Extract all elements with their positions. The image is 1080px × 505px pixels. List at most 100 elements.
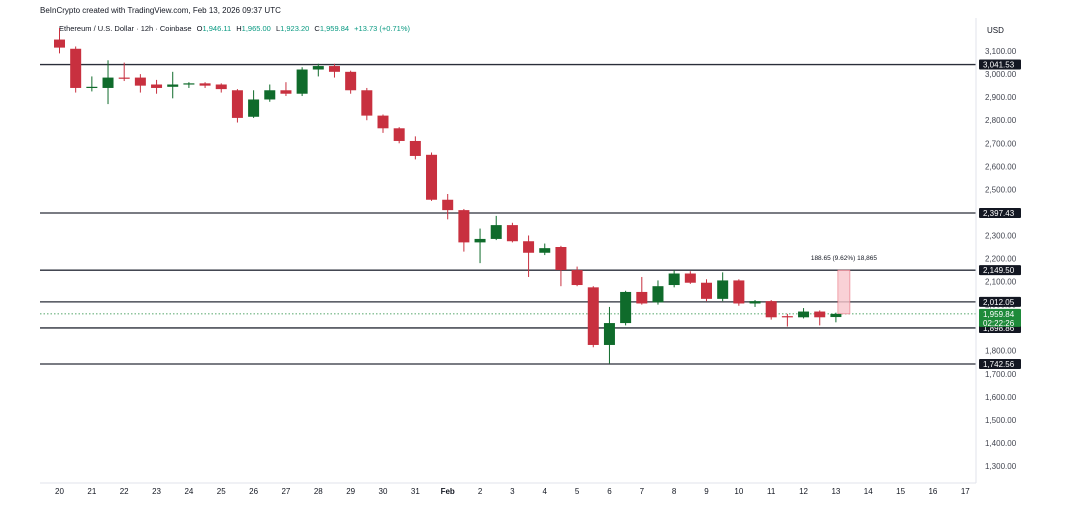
time-tick-label: 5	[575, 487, 580, 496]
last-price-tag-bg	[979, 308, 1021, 327]
time-tick-label: 3	[510, 487, 515, 496]
level-price-tag-text: 1,898.86	[983, 324, 1015, 333]
time-tick-label: 13	[831, 487, 840, 496]
candles	[54, 28, 842, 364]
candle-body-up	[620, 291, 632, 324]
time-tick-label: 17	[961, 487, 970, 496]
plot-area[interactable]: 188.65 (9.62%) 18,865	[40, 28, 976, 365]
candle-body-up	[652, 286, 664, 303]
candle-body-up	[749, 301, 761, 304]
time-tick-label: Feb	[441, 487, 455, 496]
time-tick-label: 2	[478, 487, 483, 496]
level-price-tag-text: 3,041.53	[983, 61, 1015, 70]
level-price-tag-bg	[979, 59, 1021, 70]
candle-body-down	[151, 84, 163, 88]
candle-body-down	[409, 140, 421, 156]
time-tick-label: 11	[767, 487, 776, 496]
candle-body-up	[248, 99, 260, 117]
price-tick-label: 1,800.00	[985, 347, 1017, 356]
level-price-tag-text: 2,397.43	[983, 209, 1015, 218]
time-tick-label: 16	[928, 487, 937, 496]
price-tick-label: 2,700.00	[985, 139, 1017, 148]
candle-body-down	[199, 83, 211, 86]
time-tick-label: 14	[864, 487, 873, 496]
price-tick-label: 2,100.00	[985, 278, 1017, 287]
candle-body-up	[296, 69, 308, 94]
candle-body-down	[280, 90, 292, 94]
legend-open-label: O	[197, 24, 203, 33]
legend-low-label: L	[276, 24, 280, 33]
candle-body-down	[70, 48, 82, 88]
candle-body-down	[684, 273, 696, 283]
legend-high-label: H	[236, 24, 241, 33]
price-tick-label: 2,900.00	[985, 93, 1017, 102]
legend-change: +13.73 (+0.71%)	[354, 24, 410, 33]
candle-body-down	[361, 90, 373, 116]
candle-body-up	[717, 280, 729, 299]
ohlc-legend: Ethereum / U.S. Dollar · 12h · Coinbase …	[59, 24, 411, 33]
time-tick-label: 23	[152, 487, 161, 496]
candle-body-down	[231, 90, 243, 118]
price-tick-label: 2,500.00	[985, 185, 1017, 194]
time-tick-label: 29	[346, 487, 355, 496]
price-tick-label: 1,400.00	[985, 439, 1017, 448]
candle-body-down	[701, 282, 712, 299]
candle-body-down	[328, 66, 340, 72]
level-price-tag-bg	[979, 265, 1021, 276]
time-tick-label: 22	[120, 487, 129, 496]
time-tick-label: 8	[672, 487, 677, 496]
candle-body-down	[523, 241, 535, 253]
level-price-tag-bg	[979, 358, 1021, 369]
legend-low-value: 1,923.20	[280, 24, 309, 33]
candle-body-down	[571, 270, 583, 286]
price-range-measure: 188.65 (9.62%) 18,865	[811, 255, 877, 315]
last-price-tag-text: 1,959.84	[983, 310, 1015, 319]
price-tick-label: 2,200.00	[985, 255, 1017, 264]
attribution-text: BeInCrypto created with TradingView.com,…	[40, 6, 281, 15]
price-tick-label: 1,700.00	[985, 370, 1017, 379]
candle-body-down	[636, 291, 648, 304]
candle-body-up	[167, 84, 179, 87]
candle-body-down	[426, 154, 438, 200]
candle-body-up	[264, 90, 276, 100]
price-tick-label: 1,300.00	[985, 462, 1017, 471]
legend-close-label: C	[314, 24, 320, 33]
level-price-tag-text: 2,012.05	[983, 298, 1015, 307]
price-tick-label: 3,000.00	[985, 70, 1017, 79]
time-tick-label: 26	[249, 487, 258, 496]
time-tick-label: 7	[640, 487, 645, 496]
time-tick-label: 21	[87, 487, 96, 496]
time-tick-label: 25	[217, 487, 226, 496]
legend-high-value: 1,965.00	[242, 24, 271, 33]
price-tick-label: 2,600.00	[985, 162, 1017, 171]
time-tick-label: 9	[704, 487, 709, 496]
candle-body-up	[102, 77, 114, 88]
support-resistance-lines	[40, 63, 976, 365]
candle-body-up	[539, 248, 551, 253]
candle-body-down	[781, 316, 793, 318]
legend-open-value: 1,946.11	[203, 24, 232, 33]
level-price-tag-bg	[979, 208, 1021, 219]
candle-body-down	[765, 301, 777, 318]
price-tick-label: 1,500.00	[985, 416, 1017, 425]
candle-body-up	[312, 66, 324, 70]
time-tick-label: 20	[55, 487, 64, 496]
legend-symbol: Ethereum / U.S. Dollar · 12h · Coinbase	[59, 24, 192, 33]
candle-body-down	[345, 71, 357, 91]
time-tick-label: 24	[184, 487, 193, 496]
time-axis[interactable]: 20 21 22 23 24 25 26 27 28 29 30 31 Feb 2 3 4 5 6 7 8 9 10 11 1…	[55, 487, 970, 496]
time-tick-label: 31	[411, 487, 420, 496]
time-tick-label: 30	[379, 487, 388, 496]
candle-body-down	[733, 280, 745, 304]
candle-body-down	[393, 128, 405, 141]
candle-body-up	[183, 83, 195, 85]
time-tick-label: 6	[607, 487, 612, 496]
time-tick-label: 10	[734, 487, 743, 496]
price-axis[interactable]: 3,100.00 3,000.00 2,900.00 2,800.00 2,700.00…	[985, 47, 1017, 471]
price-tick-label: 1,600.00	[985, 393, 1017, 402]
time-tick-label: 15	[896, 487, 905, 496]
price-tick-label: 3,100.00	[985, 47, 1017, 56]
candle-body-down	[118, 77, 130, 79]
time-tick-label: 28	[314, 487, 323, 496]
